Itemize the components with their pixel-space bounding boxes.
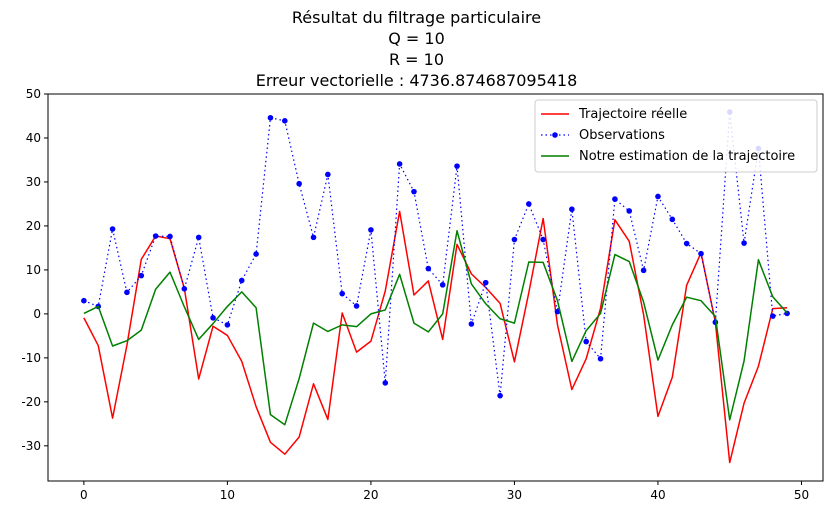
- observation-point: [339, 290, 346, 297]
- observation-point: [195, 234, 202, 241]
- legend-label-3: Notre estimation de la trajectoire: [579, 149, 795, 164]
- observation-point: [583, 338, 589, 345]
- observation-point: [482, 279, 489, 286]
- x-tick-label: 20: [363, 488, 378, 502]
- y-tick-label: 0: [33, 307, 41, 321]
- x-tick-label: 10: [220, 488, 235, 502]
- y-tick-label: 50: [26, 87, 41, 101]
- observation-point: [669, 216, 676, 223]
- legend-label-2: Observations: [579, 128, 665, 143]
- observation-point: [396, 161, 403, 167]
- observation-point: [224, 322, 231, 328]
- observation-point: [640, 267, 647, 274]
- chart-title-line-4: Erreur vectorielle : 4736.874687095418: [255, 71, 578, 90]
- observation-point: [511, 236, 518, 243]
- y-tick-label: 30: [26, 175, 41, 189]
- observation-point: [138, 272, 145, 279]
- observation-point: [439, 282, 446, 288]
- observation-point: [181, 286, 188, 292]
- observation-point: [769, 313, 776, 319]
- series-line-3: [83, 230, 788, 426]
- observation-point: [368, 227, 374, 233]
- observation-point: [525, 201, 532, 207]
- y-tick-label: -20: [21, 395, 41, 409]
- observation-point: [325, 171, 331, 178]
- observation-point: [267, 114, 274, 121]
- y-tick-label: -30: [21, 439, 41, 453]
- observation-point: [540, 236, 546, 243]
- series-line-1: [83, 210, 788, 464]
- x-tick-label: 30: [507, 488, 522, 502]
- legend-marker: [552, 132, 558, 138]
- observation-point: [210, 315, 216, 321]
- y-tick-label: 10: [26, 263, 41, 277]
- legend-label-1: Trajectoire réelle: [578, 107, 687, 122]
- observation-point: [296, 180, 302, 187]
- observation-point: [554, 308, 561, 315]
- legend-box: [534, 99, 818, 173]
- observation-point: [152, 233, 159, 239]
- observation-point: [81, 297, 87, 304]
- observation-point: [238, 277, 245, 284]
- x-tick-label: 40: [650, 488, 665, 502]
- observation-point: [353, 303, 360, 309]
- observation-point: [655, 193, 661, 200]
- series-line-2: [83, 111, 788, 397]
- observation-point: [497, 392, 503, 399]
- observation-point: [282, 118, 288, 124]
- observation-point: [454, 163, 460, 169]
- observation-point: [124, 289, 130, 296]
- chart-title-line-2: Q = 10: [388, 29, 445, 48]
- observation-point: [626, 208, 633, 214]
- observation-point: [382, 380, 389, 386]
- plot-frame: [47, 93, 824, 482]
- observation-point: [468, 321, 475, 327]
- observation-point: [597, 355, 604, 362]
- observation-point: [612, 196, 618, 202]
- chart-title-line-1: Résultat du filtrage particulaire: [291, 8, 542, 27]
- y-tick-label: 20: [26, 219, 41, 233]
- y-tick-label: 40: [26, 131, 41, 145]
- observation-point: [411, 188, 417, 195]
- observation-point: [569, 206, 575, 213]
- observation-point: [310, 234, 317, 241]
- chart-title-line-3: R = 10: [388, 50, 445, 69]
- observation-point: [253, 251, 259, 257]
- observation-point: [741, 240, 747, 246]
- observation-point: [698, 250, 704, 257]
- observation-point: [425, 265, 432, 272]
- y-tick-label: -10: [21, 351, 41, 365]
- observation-point: [109, 226, 116, 232]
- x-tick-label: 50: [794, 488, 809, 502]
- observation-point: [683, 240, 690, 247]
- observation-point: [167, 233, 173, 240]
- x-tick-label: 0: [80, 488, 88, 502]
